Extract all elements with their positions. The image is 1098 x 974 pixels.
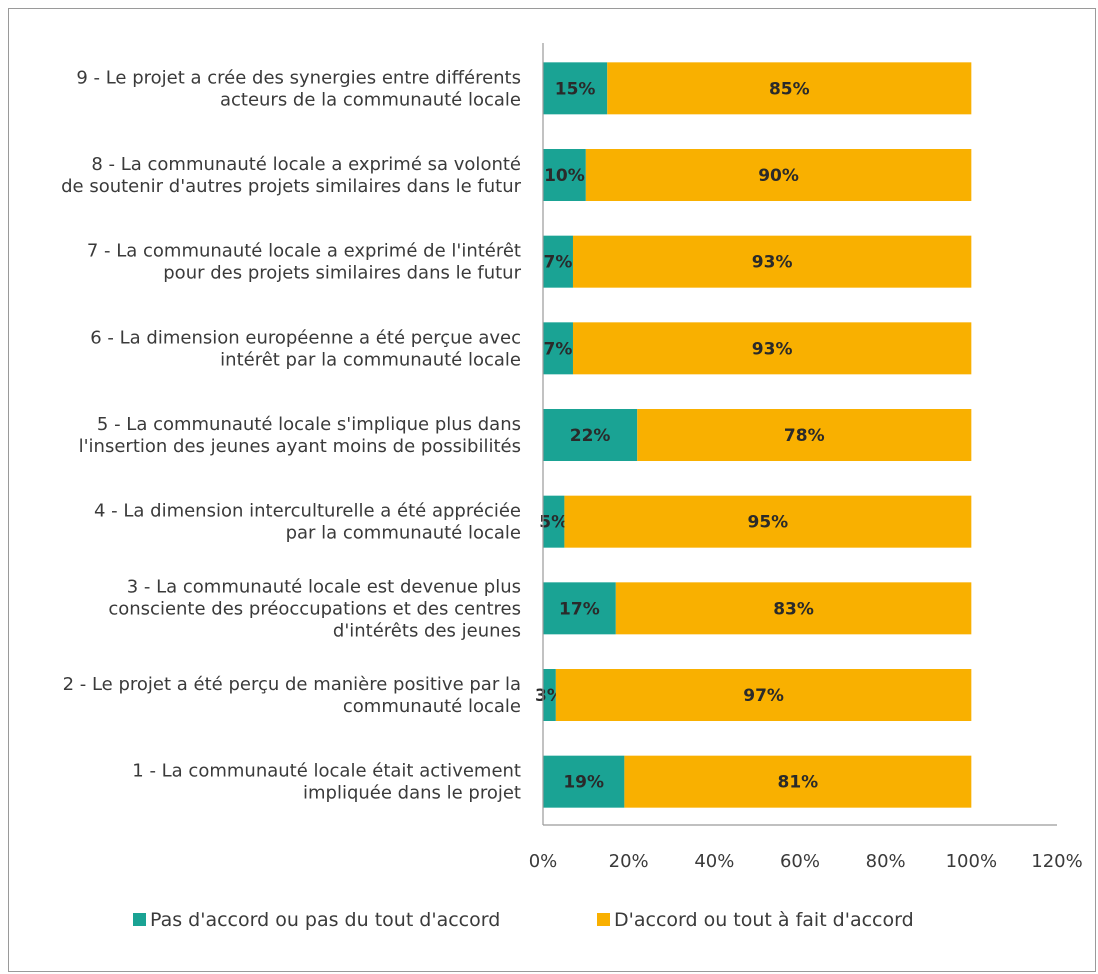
bar-segment [543,755,625,808]
bar-segment [585,149,972,201]
category-label-line: l'insertion des jeunes ayant moins de po… [79,436,521,457]
data-label: 81% [778,773,819,793]
x-tick-label: 80% [866,851,906,872]
data-label: 90% [758,166,799,186]
category-label-line: impliquée dans le projet [303,783,521,804]
category-label-line: d'intérêts des jeunes [333,620,521,641]
data-label: 95% [748,513,789,533]
bar-segment [624,755,972,808]
data-label: 5% [539,513,568,533]
category-label-line: 7 - La communauté locale a exprimé de l'… [87,241,521,262]
legend-label: D'accord ou tout à fait d'accord [614,909,914,931]
category-label-line: par la communauté locale [286,523,521,544]
chart-container: 15% 85% 9 - Le projet a crée des synergies… [8,8,1096,972]
bar-segment [543,62,608,115]
x-tick-label: 0% [529,851,558,872]
bar-segment [543,582,616,635]
category-label-line: 5 - La communauté locale s'implique plus… [97,414,521,435]
category-label-line: consciente des préoccupations et des cen… [108,598,521,619]
data-label: 17% [559,599,600,619]
data-label: 7% [544,339,573,359]
data-label: 22% [570,426,611,446]
x-tick-label: 60% [780,851,820,872]
data-label: 93% [752,253,793,273]
category-label-line: 2 - Le projet a été perçu de manière pos… [63,674,521,695]
bar-segment [543,495,565,548]
stacked-bar-chart: 15% 85% 9 - Le projet a crée des synergies… [61,43,1083,931]
data-label: 15% [555,79,596,99]
data-label: 19% [563,773,604,793]
bar-segment [543,322,573,375]
category-label-line: 3 - La communauté locale est devenue plu… [127,576,521,597]
category-label-line: 1 - La communauté locale était activemen… [132,761,521,782]
category-label: 3 - La communauté locale est devenue plu… [108,576,521,641]
category-label: 2 - Le projet a été perçu de manière pos… [63,674,521,717]
category-label: 8 - La communauté locale a exprimé sa vo… [61,154,522,197]
bar-segment [607,62,972,115]
category-label-line: acteurs de la communauté locale [220,89,521,110]
category-label: 1 - La communauté locale était activemen… [132,761,521,804]
data-label: 7% [544,253,573,273]
bar-segment [543,409,638,461]
category-label-line: 9 - Le projet a crée des synergies entre… [76,67,521,88]
data-label: 97% [743,686,784,706]
category-label-line: intérêt par la communauté locale [220,349,521,370]
bar-segment [543,149,586,201]
bar-segment [572,322,972,375]
x-tick-label: 20% [609,851,649,872]
legend-swatch [133,913,146,926]
bar-segment [543,235,573,288]
data-label: 10% [544,166,585,186]
category-label-line: 4 - La dimension interculturelle a été a… [94,501,521,522]
category-label-line: communauté locale [343,696,521,717]
legend-label: Pas d'accord ou pas du tout d'accord [150,909,500,931]
bar-segment [615,582,972,635]
bar-segment [572,235,972,288]
x-tick-label: 40% [694,851,734,872]
legend-swatch [597,913,610,926]
category-label: 6 - La dimension européenne a été perçue… [90,327,521,370]
bar-segment [555,669,972,721]
x-tick-label: 120% [1031,851,1082,872]
bar-segment [637,409,972,461]
category-label-line: pour des projets similaires dans le futu… [163,263,521,284]
category-label-line: 8 - La communauté locale a exprimé sa vo… [91,154,521,175]
category-label-line: 6 - La dimension européenne a été perçue… [90,327,521,348]
category-label: 5 - La communauté locale s'implique plus… [79,414,521,457]
x-tick-label: 100% [946,851,997,872]
bar-segment [564,495,972,548]
category-label-line: de soutenir d'autres projets similaires … [61,176,522,197]
data-label: 93% [752,339,793,359]
data-label: 78% [784,426,825,446]
data-label: 85% [769,79,810,99]
category-label: 7 - La communauté locale a exprimé de l'… [87,241,522,284]
category-label: 4 - La dimension interculturelle a été a… [94,501,521,544]
data-label: 83% [773,599,814,619]
bar-segment [543,669,556,721]
category-label: 9 - Le projet a crée des synergies entre… [76,67,521,110]
